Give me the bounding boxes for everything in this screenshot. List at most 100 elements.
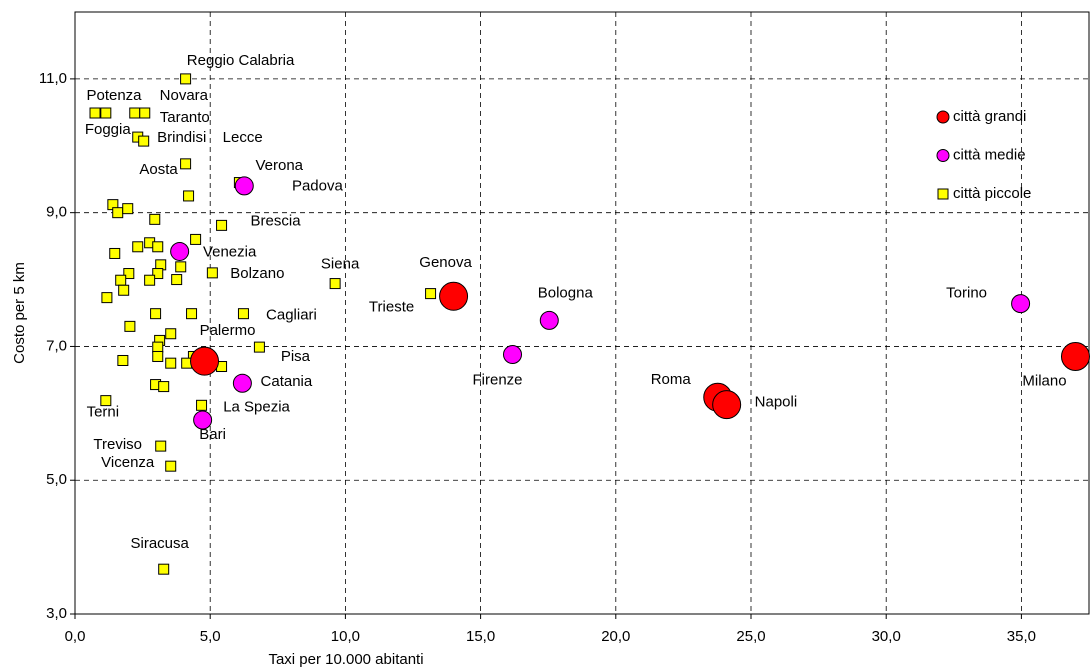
point-label: Siracusa <box>131 535 190 552</box>
point-label: Verona <box>255 157 303 174</box>
point <box>180 158 192 170</box>
point-label: Novara <box>160 87 209 104</box>
y-axis-label: Costo per 5 km <box>11 262 28 364</box>
point <box>171 274 183 286</box>
point-label: Cagliari <box>266 307 317 324</box>
point <box>183 190 195 202</box>
y-tick-label: 7,0 <box>46 337 67 354</box>
legend-marker <box>936 149 950 162</box>
point-label: Firenze <box>472 371 522 388</box>
point <box>123 268 135 280</box>
point <box>122 203 134 215</box>
point-label: Genova <box>419 254 472 271</box>
point <box>150 308 162 320</box>
point <box>165 357 177 369</box>
plot-frame <box>74 11 1090 615</box>
point-label: Bari <box>199 426 226 443</box>
point <box>115 274 127 286</box>
y-tick-label: 9,0 <box>46 204 67 221</box>
x-tick-label: 5,0 <box>200 628 221 645</box>
point <box>1011 294 1031 314</box>
legend-label: città grandi <box>953 108 1026 125</box>
point-label: Foggia <box>85 121 132 138</box>
point <box>425 288 437 300</box>
point <box>186 308 198 320</box>
point <box>1060 341 1090 371</box>
point-label: Padova <box>292 178 344 195</box>
x-tick-label: 25,0 <box>736 628 765 645</box>
point-label: Aosta <box>139 161 178 178</box>
x-tick-label: 35,0 <box>1007 628 1036 645</box>
point-label: Milano <box>1022 372 1066 389</box>
point <box>124 320 136 332</box>
point <box>158 563 170 575</box>
point <box>190 346 220 376</box>
x-tick-label: 0,0 <box>65 628 86 645</box>
point <box>152 241 164 253</box>
point <box>329 278 341 290</box>
point <box>149 213 161 225</box>
point <box>158 381 170 393</box>
point-label: Potenza <box>86 87 142 104</box>
legend-marker <box>936 110 950 124</box>
point <box>89 107 101 119</box>
point-label: Terni <box>87 404 120 421</box>
point <box>439 281 469 311</box>
x-tick-label: 20,0 <box>601 628 630 645</box>
point-label: Catania <box>261 373 313 390</box>
point <box>155 440 167 452</box>
point-label: Lecce <box>223 129 263 146</box>
point <box>152 350 164 362</box>
point <box>190 233 202 245</box>
point <box>152 341 164 353</box>
point-label: Taranto <box>160 109 210 126</box>
y-tick-label: 11,0 <box>39 70 67 87</box>
point <box>196 399 208 411</box>
x-axis-label: Taxi per 10.000 abitanti <box>268 651 423 668</box>
point <box>165 328 177 340</box>
point <box>232 373 252 393</box>
legend-marker <box>937 188 949 200</box>
point <box>175 261 187 273</box>
point <box>100 107 112 119</box>
point <box>132 241 144 253</box>
x-tick-label: 30,0 <box>872 628 901 645</box>
point <box>180 73 192 85</box>
point-label: Treviso <box>93 436 142 453</box>
point <box>503 344 523 364</box>
x-tick-label: 10,0 <box>331 628 360 645</box>
point-label: Brescia <box>251 212 302 229</box>
point <box>216 219 228 231</box>
point-label: Bolzano <box>230 265 284 282</box>
point-label: Torino <box>946 285 987 302</box>
point-label: La Spezia <box>223 398 290 415</box>
point-label: Palermo <box>200 322 256 339</box>
point <box>253 341 265 353</box>
legend-label: città medie <box>953 146 1026 163</box>
point <box>138 135 150 147</box>
point <box>234 176 254 196</box>
legend-label: città piccole <box>953 185 1031 202</box>
x-tick-label: 15,0 <box>466 628 495 645</box>
point <box>129 107 141 119</box>
point-label: Siena <box>321 256 360 273</box>
point-label: Brindisi <box>157 129 206 146</box>
point-label: Trieste <box>369 299 414 316</box>
point <box>206 267 218 279</box>
point <box>712 390 742 420</box>
point <box>539 310 559 330</box>
point <box>139 107 151 119</box>
point-label: Reggio Calabria <box>187 52 295 69</box>
point <box>101 292 113 304</box>
point-label: Vicenza <box>101 454 155 471</box>
point <box>193 410 213 430</box>
point-label: Pisa <box>281 348 311 365</box>
point-label: Bologna <box>538 284 594 301</box>
point <box>237 308 249 320</box>
point <box>152 268 164 280</box>
point <box>144 274 156 286</box>
point <box>100 395 112 407</box>
point-label: Venezia <box>203 243 257 260</box>
point <box>109 247 121 259</box>
